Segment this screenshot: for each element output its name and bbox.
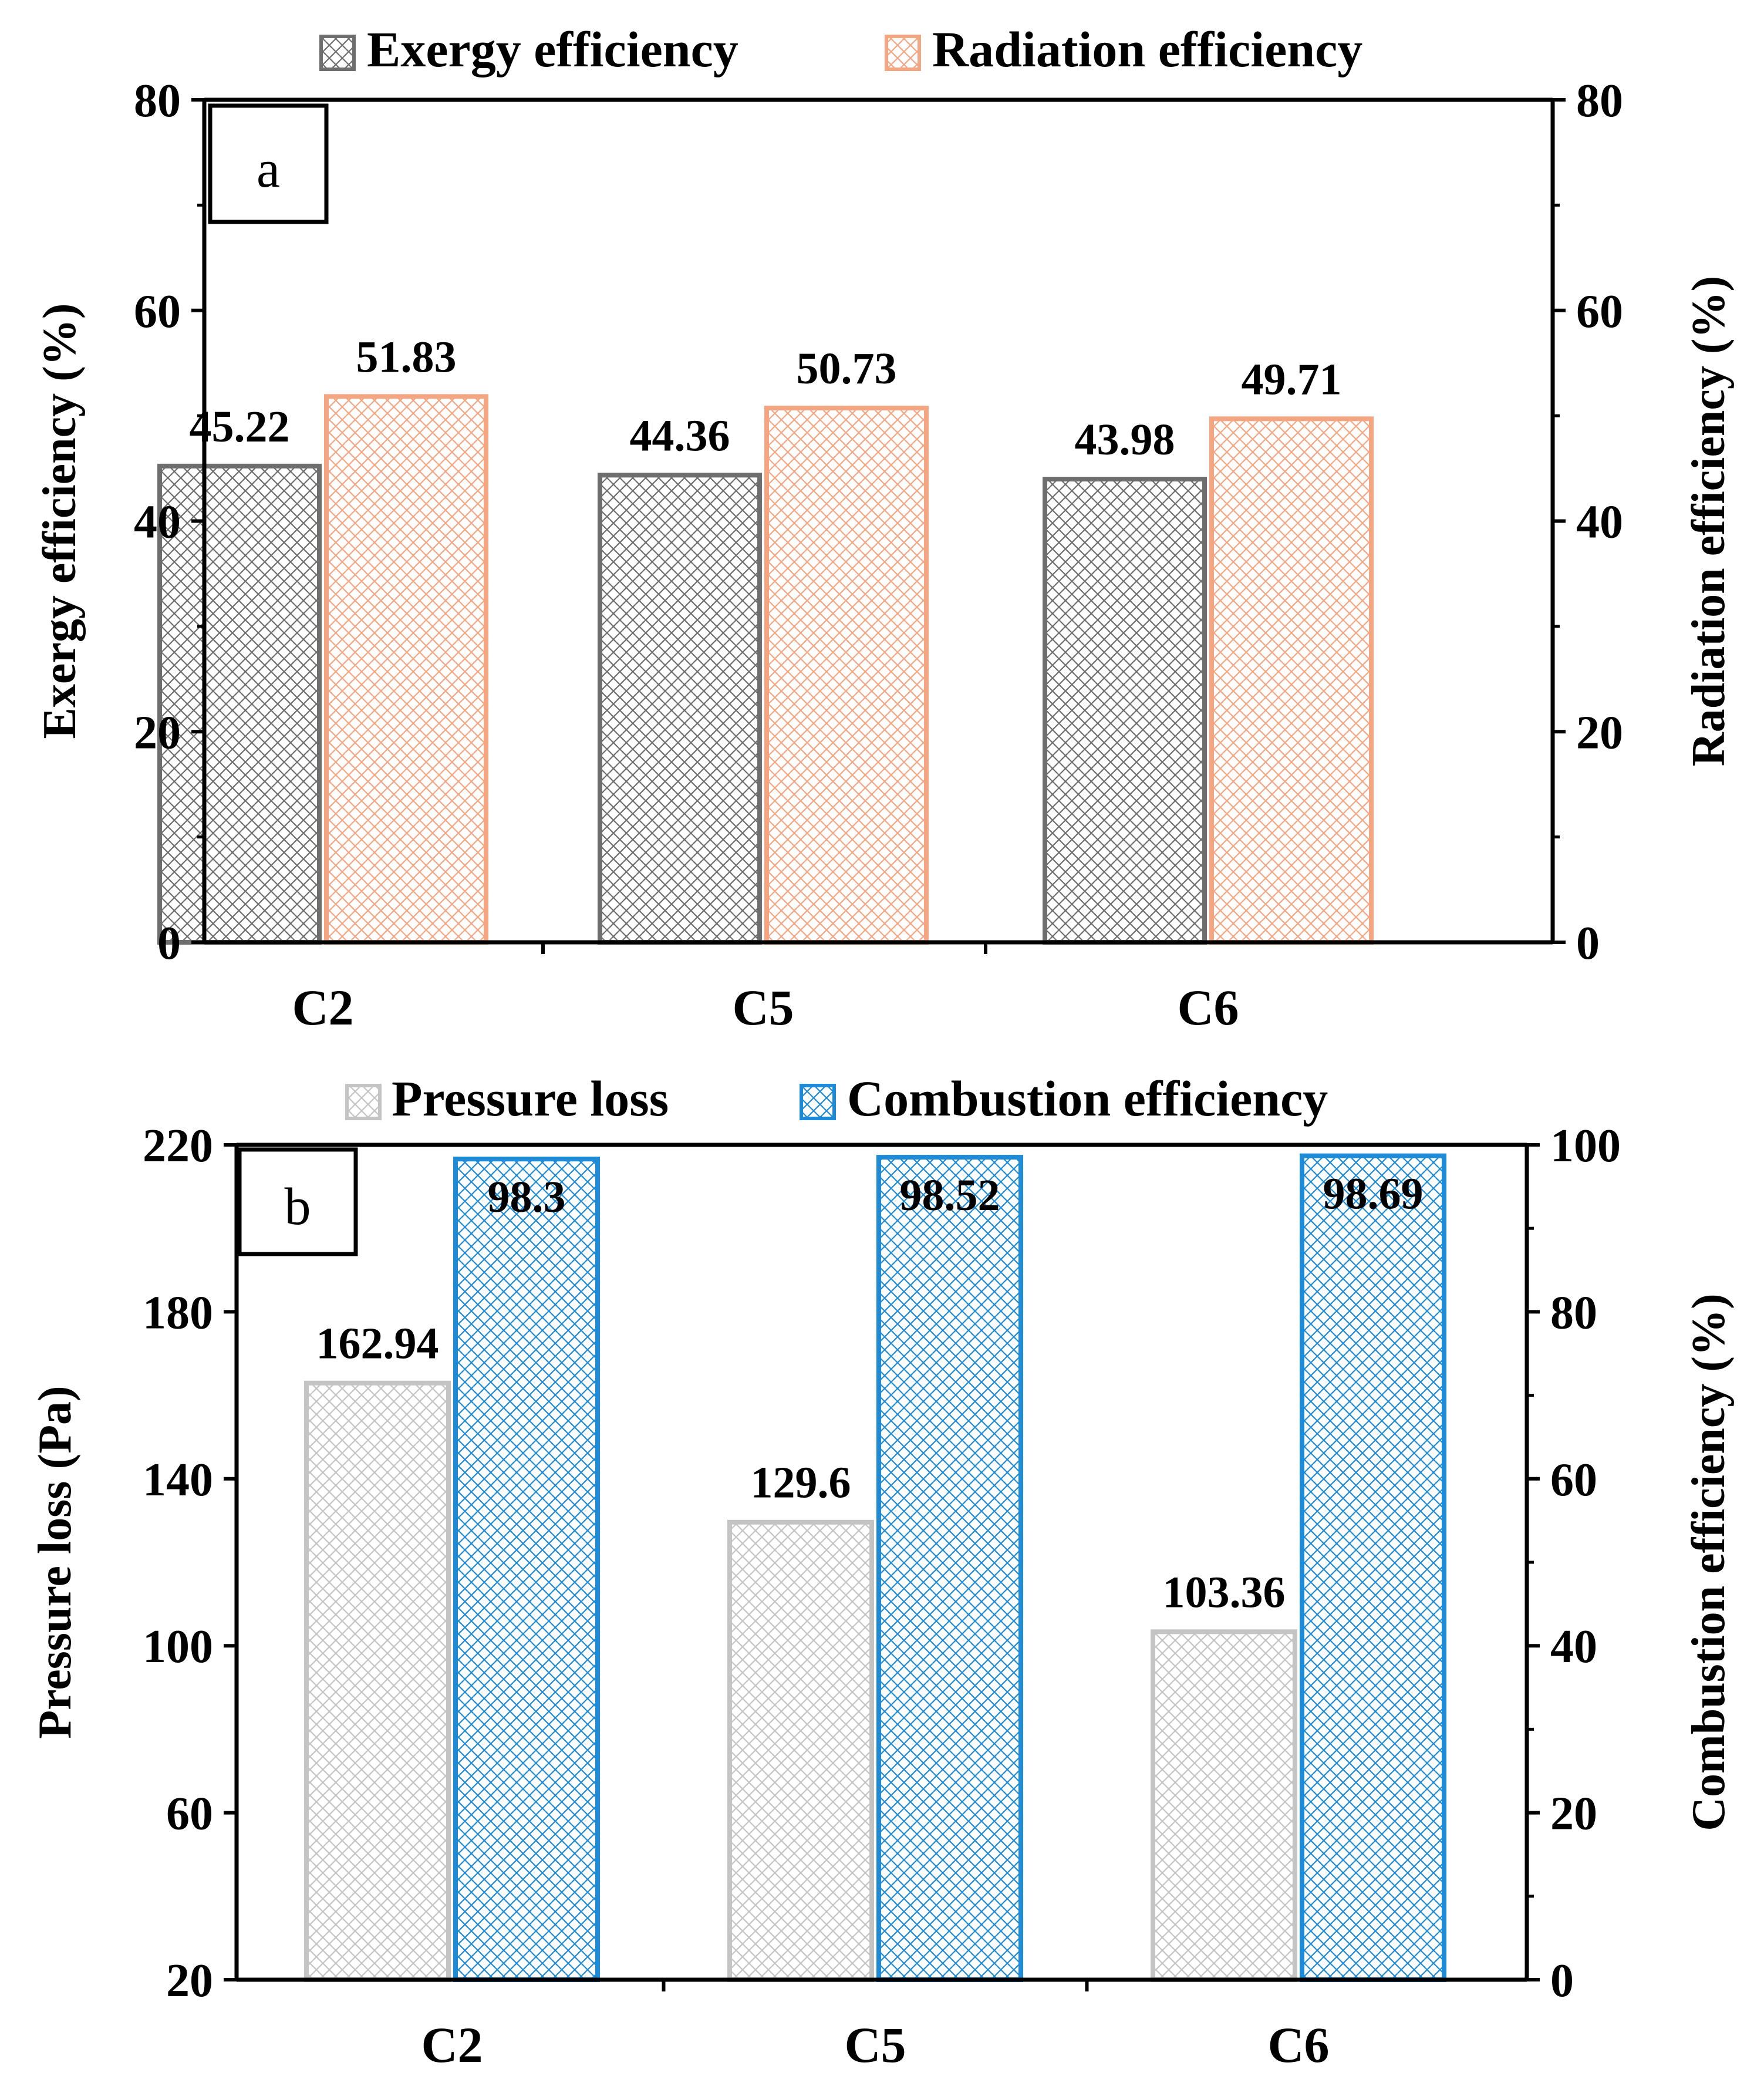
bar-radiation-efficiency-c2 [324,394,488,945]
legend-label-radiation-efficiency: Radiation efficiency [932,21,1362,77]
tick-label-right-80: 80 [1576,75,1623,127]
tick-label-right-40: 40 [1550,1621,1597,1673]
ticks-b: C2 C5 C6 20 60 100 140 180 220 0 20 40 60 80 100 [143,1120,1621,2073]
bar-pressure-loss-c2 [304,1380,451,1982]
panel-a: Exergy efficiency Radiation efficiency 4… [34,21,1735,1036]
bars-a [157,394,1374,945]
tick-label-left-80: 80 [134,75,181,127]
tick-label-right-40: 40 [1576,497,1623,548]
legend-label-combustion-efficiency: Combustion efficiency [847,1070,1328,1127]
panel-b: Pressure loss Combustion efficiency 162.… [29,1070,1735,2073]
legend-b: Pressure loss Combustion efficiency [345,1070,1328,1127]
value-label-radiation-efficiency-c2: 51.83 [356,332,457,382]
value-label-combustion-efficiency-c5: 98.52 [900,1171,1000,1220]
panel-label-box-a [208,103,329,224]
category-label-c6: C6 [1177,979,1239,1036]
category-label-c5: C5 [844,2017,906,2073]
value-label-exergy-efficiency-c5: 44.36 [630,411,730,460]
legend-label-exergy-efficiency: Exergy efficiency [367,21,738,77]
bar-exergy-efficiency-c2 [157,463,322,945]
category-label-c5: C5 [732,979,794,1036]
tick-label-right-80: 80 [1550,1287,1597,1339]
value-labels-b: 162.94 98.3 129.6 98.52 103.36 98.69 [316,1170,1424,1617]
tick-label-left-60: 60 [166,1788,213,1840]
legend-swatch-pressure-loss [345,1084,382,1120]
legend-label-pressure-loss: Pressure loss [392,1070,669,1127]
tick-label-right-0: 0 [1576,918,1600,969]
bar-radiation-efficiency-c6 [1209,416,1374,945]
bar-radiation-efficiency-c5 [764,406,929,945]
tick-label-right-60: 60 [1576,286,1623,338]
legend-swatch-combustion-efficiency [800,1084,836,1120]
bar-exergy-efficiency-c6 [1043,477,1207,945]
panel-label-text-a: a [257,140,280,198]
tick-label-right-60: 60 [1550,1454,1597,1506]
tick-label-right-0: 0 [1550,1955,1574,2007]
panel-label-text-b: b [285,1178,311,1236]
y-axis-label-right-a: Radiation efficiency (%) [1683,276,1735,766]
y-axis-label-left-a: Exergy efficiency (%) [34,304,86,739]
tick-label-left-60: 60 [134,286,181,338]
tick-label-right-100: 100 [1550,1120,1621,1172]
tick-label-right-20: 20 [1550,1788,1597,1840]
panel-label-a: a [208,103,329,224]
value-label-pressure-loss-c6: 103.36 [1163,1568,1286,1617]
panel-label-b: b [237,1147,358,1256]
axes-a: C2 C5 C6 0 20 40 60 80 0 20 40 60 80 [134,75,1623,1036]
bar-combustion-efficiency-c6 [1300,1153,1446,1982]
axes-b: C2 C5 C6 20 60 100 140 180 220 0 20 40 60 80 100 [143,1120,1621,2073]
tick-label-left-40: 40 [134,497,181,548]
tick-label-left-180: 180 [143,1287,213,1339]
value-label-radiation-efficiency-c5: 50.73 [797,344,897,393]
bar-pressure-loss-c5 [727,1519,874,1982]
bar-pressure-loss-c6 [1151,1629,1297,1982]
tick-label-left-220: 220 [143,1120,213,1172]
category-label-c2: C2 [292,979,353,1036]
legend-swatch-radiation-efficiency [885,35,921,71]
legend-swatch-exergy-efficiency [319,35,356,71]
value-label-radiation-efficiency-c6: 49.71 [1242,355,1342,404]
tick-label-right-20: 20 [1576,707,1623,759]
tick-label-left-140: 140 [143,1454,213,1506]
bars-b [304,1153,1446,1982]
value-label-pressure-loss-c5: 129.6 [751,1458,851,1508]
category-label-c6: C6 [1267,2017,1329,2073]
bar-combustion-efficiency-c5 [876,1155,1023,1982]
y-axis-label-left-b: Pressure loss (Pa) [29,1386,81,1738]
value-label-pressure-loss-c2: 162.94 [316,1319,439,1369]
bar-combustion-efficiency-c2 [453,1157,600,1982]
category-label-c2: C2 [421,2017,483,2073]
ticks-a: C2 C5 C6 0 20 40 60 80 0 20 40 60 80 [134,75,1623,1036]
legend-a: Exergy efficiency Radiation efficiency [319,21,1362,77]
tick-label-left-0: 0 [157,918,181,969]
value-label-exergy-efficiency-c6: 43.98 [1075,415,1175,464]
value-label-combustion-efficiency-c2: 98.3 [488,1172,566,1222]
tick-label-left-100: 100 [143,1621,213,1673]
tick-label-left-20: 20 [166,1955,213,2007]
y-axis-label-right-b: Combustion efficiency (%) [1683,1293,1735,1831]
panel-label-box-b [237,1147,358,1256]
bar-exergy-efficiency-c5 [598,473,762,945]
value-label-combustion-efficiency-c6: 98.69 [1323,1170,1424,1219]
tick-label-left-20: 20 [134,707,181,759]
